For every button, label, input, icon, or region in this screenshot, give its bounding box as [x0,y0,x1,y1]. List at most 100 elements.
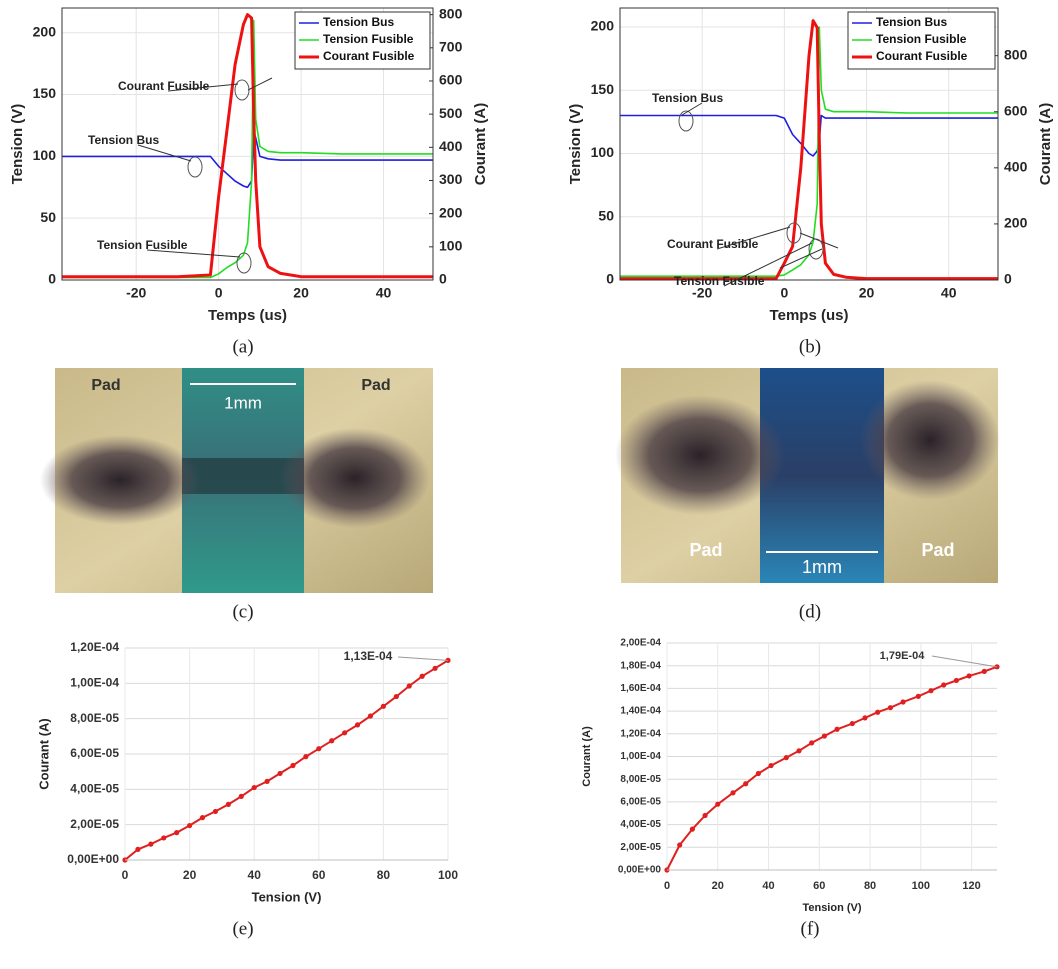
data-point [783,755,789,761]
y-tick-label: 1,80E-04 [620,660,661,671]
data-point [148,841,154,847]
y-tick-label: 200 [591,18,615,34]
burn-mark [280,428,430,528]
y-tick-label: 2,00E-05 [70,817,119,831]
y-tick-label: 1,00E-04 [620,751,661,762]
annotation-arrow [247,77,273,91]
data-point [849,720,855,727]
series-line [62,13,433,279]
x-tick-label: 20 [859,285,875,301]
y-tick-label: 8,00E-05 [70,711,119,725]
data-point [406,683,412,689]
annotation-ellipse [678,110,694,132]
y-tick-label: 150 [591,81,615,97]
pad-label: Pad [361,377,390,394]
data-point [135,846,141,853]
data-point [900,699,906,705]
data-point [809,740,815,746]
burn-mark [40,435,200,525]
y-tick-label: 1,20E-04 [70,640,119,654]
data-point [821,733,827,739]
y-tick-label: 1,60E-04 [620,683,661,694]
y-tick-label: 0 [606,271,614,287]
data-point [342,730,348,736]
x-tick-label: 40 [376,285,392,301]
legend-label: Tension Fusible [323,32,414,46]
photo-c: Pad Pad 1mm (c) [40,368,433,622]
data-point [354,722,361,728]
y-axis-label: Courant (A) [581,726,593,787]
burn-mark [615,395,785,515]
x-tick-label: 0 [215,285,223,301]
y-tick-label: 100 [33,147,57,163]
y2-tick-label: 100 [439,238,463,254]
y-tick-label: 1,20E-04 [620,728,661,739]
y-tick-label: 6,00E-05 [70,746,119,760]
y-tick-label: 2,00E-05 [620,842,661,853]
y-axis-label: Courant (A) [36,718,51,790]
data-point [768,762,774,769]
photo-d: Pad Pad 1mm (d) [615,368,1000,622]
fuse-strip [760,368,884,583]
y-tick-label: 1,40E-04 [620,706,661,717]
y-tick-label: 100 [591,144,615,160]
annotation-line [137,144,192,162]
y2-axis-label: Courant (A) [472,103,489,186]
chart: 0,00E+00 2,00E-05 4,00E-05 6,00E-05 8,00E-05… [581,638,1000,939]
annotation-line [167,83,239,92]
annotation-ellipse [236,252,252,274]
y2-tick-label: 400 [1004,159,1028,175]
data-label: 1,13E-04 [344,649,393,663]
x-axis-label: Tension (V) [252,889,322,904]
x-tick-label: 0 [122,868,129,882]
data-point [212,808,219,815]
y-tick-label: 8,00E-05 [620,774,661,785]
data-point [419,673,425,679]
caption: (b) [799,336,821,357]
data-point [290,762,296,769]
data-point [994,664,1000,670]
x-tick-label: 80 [864,880,876,892]
legend-label: Tension Fusible [876,32,967,46]
data-point [862,715,868,721]
y2-tick-label: 400 [439,138,463,154]
pad-label: Pad [689,540,722,560]
y2-tick-label: 800 [1004,46,1028,62]
data-point [875,709,881,715]
data-point [445,657,451,663]
plot-frame [61,7,434,281]
y-tick-label: 4,00E-05 [70,782,119,796]
x-tick-label: 60 [813,880,825,892]
data-point [677,842,683,848]
series-line [620,114,998,157]
data-point [915,693,921,699]
x-tick-label: 60 [312,868,326,882]
annotation-arrow [779,248,823,269]
data-point [380,703,386,709]
caption: (c) [232,601,253,622]
x-tick-label: -20 [692,285,712,301]
data-point [316,746,322,752]
legend-label: Tension Bus [876,15,947,29]
data-point [251,784,257,791]
x-tick-label: 40 [941,285,957,301]
y-tick-label: 150 [33,85,57,101]
data-point [715,801,721,807]
annotation: Tension Fusible [674,274,765,288]
series-line [620,19,998,281]
y2-axis-label: Courant (A) [1037,103,1054,186]
data-point [393,693,399,700]
y-tick-label: 6,00E-05 [620,797,661,808]
caption: (e) [232,918,253,939]
y-axis-label: Tension (V) [567,104,584,185]
data-point [689,826,695,832]
y-tick-label: 4,00E-05 [620,819,661,830]
caption: (a) [232,336,253,357]
annotation-line [681,102,703,116]
data-point [432,665,438,671]
x-axis-label: Temps (us) [208,307,287,324]
data-point [199,815,206,821]
annotation: Courant Fusible [118,79,210,93]
scale-label: 1mm [224,393,262,412]
